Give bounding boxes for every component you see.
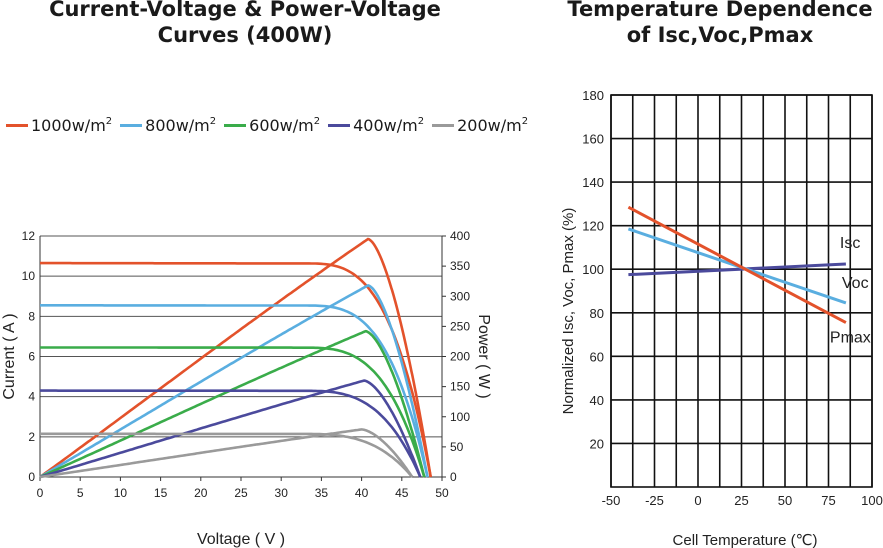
iv-y2-tick-label: 300 [450,289,470,303]
iv-x-tick-label: 15 [154,486,168,500]
iv-power-curve-4 [39,428,414,479]
iv-chart-title: Current-Voltage & Power-Voltage Curves (… [30,0,460,48]
temp-x-tick-label: 50 [778,493,792,508]
iv-x-tick-label: 35 [315,486,329,500]
temp-y-tick-label: 100 [582,262,604,277]
temp-x-tick-label: 100 [861,493,883,508]
iv-y2-axis-label: Power ( W ) [475,314,492,398]
temp-y-tick-label: 160 [582,132,604,147]
temp-x-axis-label: Cell Temperature (℃) [673,532,818,548]
iv-x-tick-label: 5 [77,486,84,500]
temp-chart-title-line2: of Isc,Voc,Pmax [626,23,814,47]
temp-y-tick-label: 20 [590,436,604,451]
iv-y2-tick-label: 150 [450,380,470,394]
legend-swatch [328,124,351,127]
temp-y-tick-label: 140 [582,175,604,190]
iv-x-tick-label: 40 [355,486,369,500]
temp-x-tick-label: 75 [821,493,835,508]
iv-current-curve-4 [40,432,414,478]
legend-item-4: 200w/m2 [432,116,528,135]
legend-item-0: 1000w/m2 [6,116,112,135]
iv-x-tick-label: 30 [275,486,289,500]
legend-item-2: 600w/m2 [224,116,320,135]
iv-power-curve-1 [39,284,429,479]
iv-x-tick-label: 10 [114,486,128,500]
iv-y2-tick-label: 250 [450,319,470,333]
temp-x-tick-label: -25 [645,493,664,508]
legend-label: 800w/m2 [145,116,217,135]
legend-swatch [224,124,247,127]
temp-series-label-pmax: Pmax [830,330,871,347]
legend-label: 1000w/m2 [31,116,113,135]
temp-series-label-isc: Isc [840,235,860,252]
temp-y-tick-label: 80 [590,306,604,321]
iv-x-tick-label: 20 [194,486,208,500]
iv-y2-tick-label: 200 [450,350,470,364]
iv-x-tick-label: 45 [395,486,409,500]
iv-y-tick-label: 0 [28,470,35,484]
iv-y-tick-label: 12 [22,229,36,243]
temp-y-axis-label: Normalized Isc, Voc, Pmax (%) [560,208,577,415]
temp-chart-title-line1: Temperature Dependence [567,0,873,21]
iv-x-tick-label: 50 [435,486,449,500]
iv-y2-tick-label: 350 [450,259,470,273]
iv-y2-tick-label: 50 [450,440,464,454]
temp-series-label-voc: Voc [842,275,869,292]
iv-chart-title-line1: Current-Voltage & Power-Voltage [49,0,441,21]
legend-item-1: 800w/m2 [120,116,216,135]
iv-y-tick-label: 2 [28,430,35,444]
legend-label: 200w/m2 [457,116,529,135]
temp-y-tick-label: 120 [582,219,604,234]
iv-y-tick-label: 4 [28,390,35,404]
iv-y2-tick-label: 100 [450,410,470,424]
temp-chart-title: Temperature Dependence of Isc,Voc,Pmax [555,0,883,48]
iv-y-tick-label: 8 [28,309,35,323]
legend-swatch [432,124,455,127]
iv-current-curve-1 [40,303,429,478]
iv-y-tick-label: 10 [22,269,36,283]
iv-x-axis-label: Voltage ( V ) [197,531,285,548]
iv-power-curve-2 [39,329,426,479]
iv-power-curve-0 [39,237,432,479]
legend-label: 600w/m2 [249,116,321,135]
legend-swatch [6,124,28,127]
iv-y2-tick-label: 400 [450,229,470,243]
iv-x-tick-label: 25 [234,486,248,500]
iv-current-curve-3 [40,389,422,478]
temp-y-tick-label: 60 [590,349,604,364]
temp-series-line-pmax [627,205,847,324]
iv-chart-title-line2: Curves (400W) [157,23,333,47]
iv-chart-legend: 1000w/m2 800w/m2 600w/m2 400w/m2 200w/m2 [6,116,528,135]
iv-power-curve-3 [39,379,422,479]
iv-current-curve-2 [40,346,426,478]
iv-x-tick-label: 0 [37,486,44,500]
legend-label: 400w/m2 [353,116,425,135]
temp-x-tick-label: -50 [602,493,621,508]
legend-swatch [120,124,143,127]
iv-y2-tick-label: 0 [450,470,457,484]
temp-x-tick-label: 25 [734,493,748,508]
legend-item-3: 400w/m2 [328,116,424,135]
iv-y-tick-label: 6 [28,350,35,364]
temp-series-line-isc [628,262,846,277]
iv-y-axis-label: Current ( A ) [1,313,18,399]
temp-x-tick-label: 0 [694,493,701,508]
temp-y-tick-label: 40 [590,393,604,408]
temp-y-tick-label: 180 [582,88,604,103]
